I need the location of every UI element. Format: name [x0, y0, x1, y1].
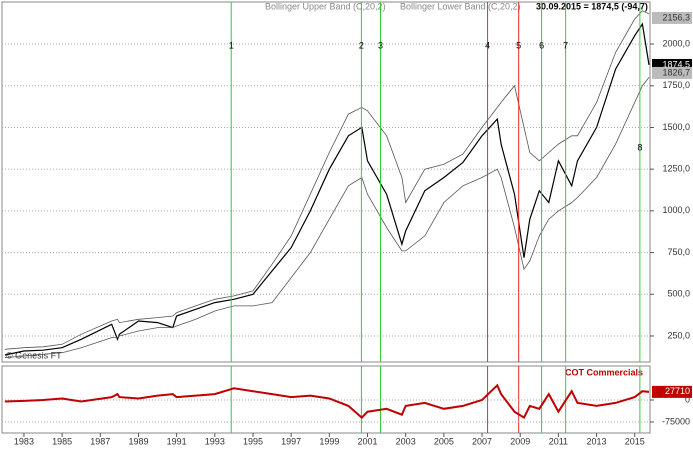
last-value-box — [652, 385, 692, 398]
x-tick-label: 2001 — [357, 436, 377, 446]
y-tick-label: 0 — [685, 394, 690, 404]
series-line — [4, 383, 650, 420]
y-tick-label: 250,0 — [667, 330, 690, 340]
x-tick-label: 1989 — [128, 436, 148, 446]
x-tick-label: 1985 — [52, 436, 72, 446]
last-value-label: 27710 — [665, 386, 690, 396]
event-label: 2 — [359, 40, 364, 50]
y-tick-label: 2000,0 — [662, 38, 690, 48]
y-tick-label: 500,0 — [667, 289, 690, 299]
series-line — [4, 77, 650, 359]
x-tick-label: 2013 — [587, 436, 607, 446]
x-tick-label: 2009 — [510, 436, 530, 446]
last-value-label: 2156,3 — [662, 12, 690, 22]
y-tick-label: 1500,0 — [662, 122, 690, 132]
x-tick-label: 1987 — [90, 436, 110, 446]
price-panel — [1, 1, 651, 363]
y-tick-label: 1000,0 — [662, 205, 690, 215]
series-line — [4, 10, 650, 350]
x-tick-label: 2003 — [396, 436, 416, 446]
x-tick-label: 1993 — [205, 436, 225, 446]
legend-upper: Bollinger Upper Band (C,20,2) — [265, 1, 386, 11]
x-tick-label: 1997 — [281, 436, 301, 446]
x-tick-label: 2005 — [434, 436, 454, 446]
event-label: 3 — [378, 40, 383, 50]
x-tick-label: 2011 — [549, 436, 568, 446]
last-value-label: 1826,7 — [662, 67, 690, 77]
y-tick-label: 750,0 — [667, 247, 690, 257]
cot-title: COT Commercials — [565, 367, 643, 377]
x-tick-label: 1995 — [243, 436, 263, 446]
event-label: 6 — [539, 40, 544, 50]
y-tick-label: 1250,0 — [662, 164, 690, 174]
x-tick-label: 2007 — [472, 436, 492, 446]
event-label: 5 — [516, 40, 521, 50]
quote-info: 30.09.2015 = 1874,5 (-94,7) — [536, 1, 648, 11]
event-label: 8 — [637, 142, 642, 152]
event-label: 7 — [563, 40, 568, 50]
last-value-label: 1874,5 — [662, 59, 690, 69]
legend-lower: Bollinger Lower Band (C,20,2) — [400, 1, 521, 11]
x-tick-label: 1983 — [14, 436, 34, 446]
event-label: 1 — [229, 40, 234, 50]
event-label: 4 — [485, 40, 490, 50]
last-value-box — [652, 11, 692, 24]
series-line — [4, 22, 650, 356]
x-tick-label: 1999 — [319, 436, 339, 446]
x-tick-label: 1991 — [167, 436, 187, 446]
y-tick-label: 1750,0 — [662, 80, 690, 90]
last-value-box — [652, 66, 692, 79]
x-tick-label: 2015 — [625, 436, 645, 446]
y-tick-label: -75000 — [662, 416, 690, 426]
